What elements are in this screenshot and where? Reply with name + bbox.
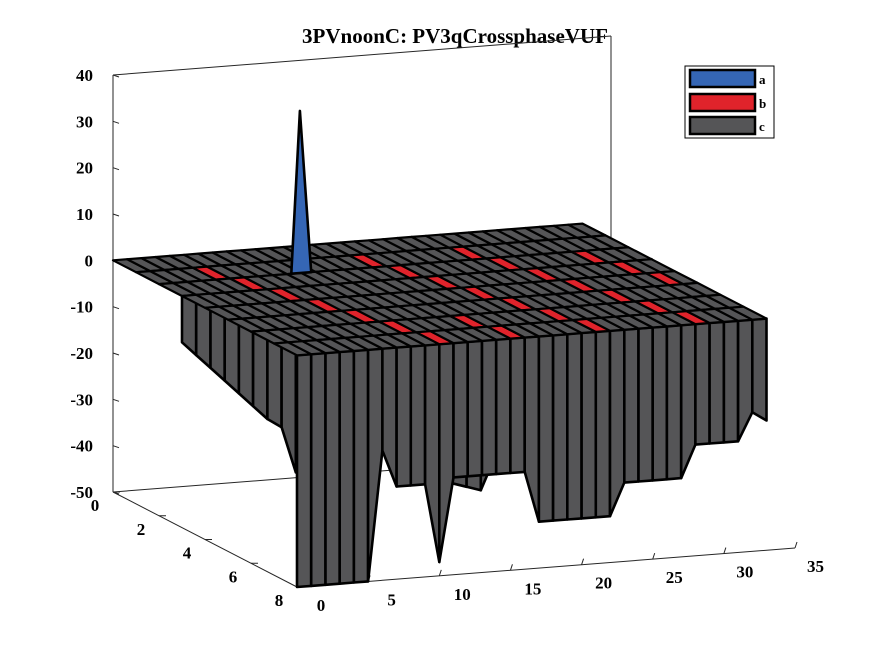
c-wall-panel-front <box>736 318 754 443</box>
z-tick-mark <box>112 167 120 171</box>
back-top-edge <box>112 35 612 76</box>
x-tick-label: 30 <box>736 563 753 582</box>
c-wall-panel-front <box>708 320 726 445</box>
c-wall-panel-front <box>580 330 598 520</box>
x-tick-label: 25 <box>666 568 683 587</box>
x-tick-label: 15 <box>524 579 541 598</box>
c-wall-panel-front <box>523 335 541 524</box>
series-c-walls <box>180 257 768 589</box>
z-tick-label: -30 <box>70 390 93 409</box>
x-tick-label: 20 <box>595 574 612 593</box>
x-tick-mark <box>652 552 656 560</box>
c-wall-panel-front <box>295 352 313 589</box>
z-tick-label: -50 <box>70 483 93 502</box>
c-wall-panel-front <box>537 333 555 524</box>
legend-label-c: c <box>759 119 765 134</box>
legend-swatch-a <box>688 68 757 89</box>
z-tick-label: 30 <box>76 112 93 131</box>
y-tick-label: 0 <box>91 496 100 515</box>
c-surface-cell <box>728 305 768 321</box>
c-wall-panel-front <box>694 321 711 446</box>
z-tick-label: 10 <box>76 205 93 224</box>
y-tick-label: 4 <box>183 544 192 563</box>
c-wall-panel-front <box>381 346 398 488</box>
c-wall-panel-front <box>352 348 370 584</box>
c-wall-panel-front <box>494 337 512 476</box>
legend-label-a: a <box>759 72 766 87</box>
z-tick-mark <box>112 398 120 402</box>
c-wall-panel-front <box>366 347 384 583</box>
y-tick-label: 2 <box>137 520 146 539</box>
c-wall-panel-front <box>622 327 640 484</box>
c-wall-panel-front <box>324 350 342 587</box>
c-wall-panel-front <box>309 351 327 588</box>
z-tick-mark <box>112 491 120 495</box>
z-tick-mark <box>112 74 120 78</box>
c-wall-panel-front <box>480 338 498 477</box>
c-wall-panel-front <box>338 349 356 586</box>
c-wall-panel-front <box>509 336 527 475</box>
c-wall-panel-front <box>750 317 768 422</box>
z-tick-label: -20 <box>70 344 93 363</box>
x-tick-label: 0 <box>317 596 326 615</box>
chart-title: 3PVnoonC: PV3qCrossphaseVUF <box>302 24 608 48</box>
y-tick-label: 6 <box>229 567 238 586</box>
z-tick-label: 40 <box>76 66 93 85</box>
c-wall-panel-front <box>423 342 441 564</box>
z-tick-mark <box>112 213 120 217</box>
c-wall-panel-front <box>395 345 413 488</box>
c-wall-panel-front <box>437 341 455 564</box>
z-tick-label: 20 <box>76 159 93 178</box>
legend-swatch-b <box>688 92 757 113</box>
c-wall-panel-front <box>551 332 569 522</box>
c-wall-panel-front <box>466 339 484 478</box>
x-tick-mark <box>438 569 442 577</box>
c-wall-panel-front <box>565 331 583 521</box>
x-tick-label: 35 <box>807 557 824 576</box>
z-tick-mark <box>112 120 120 124</box>
c-wall-panel-front <box>722 319 740 444</box>
c-wall-panel-front <box>637 326 655 483</box>
legend: a b c <box>684 65 775 139</box>
c-wall-panel-front <box>608 328 626 518</box>
z-tick-label: -10 <box>70 298 93 317</box>
x-tick-mark <box>509 564 513 571</box>
y-tick-label: 8 <box>275 591 284 610</box>
x-tick-label: 10 <box>454 585 471 604</box>
tick-labels: 0 5 10 15 20 25 30 35 0 2 4 6 8 40 30 20 10 0 -10 -20 -30 -40… <box>70 66 824 615</box>
c-wall-panel-front <box>665 323 683 481</box>
x-tick-label: 5 <box>387 590 396 609</box>
x-tick-mark <box>581 558 585 565</box>
series-a-spike <box>289 109 313 276</box>
c-wall-panel-front <box>452 340 470 479</box>
z-tick-mark <box>112 306 120 310</box>
c-wall-panel-front <box>409 343 427 487</box>
z-tick-mark <box>112 352 120 356</box>
x-axis-line <box>296 547 796 588</box>
legend-swatch-c <box>688 115 757 136</box>
top-surface <box>111 222 768 357</box>
c-wall-panel-front <box>651 325 669 482</box>
c-wall-panel-front <box>679 322 697 480</box>
z-tick-mark <box>112 445 120 449</box>
x-tick-mark <box>794 541 798 549</box>
x-tick-mark <box>723 547 727 554</box>
legend-label-b: b <box>759 96 766 111</box>
z-tick-label: 0 <box>85 251 94 270</box>
c-wall-panel-back <box>180 293 198 357</box>
a-spike-mark <box>289 109 313 276</box>
z-tick-label: -40 <box>70 437 93 456</box>
c-wall-panel-front <box>594 329 612 519</box>
